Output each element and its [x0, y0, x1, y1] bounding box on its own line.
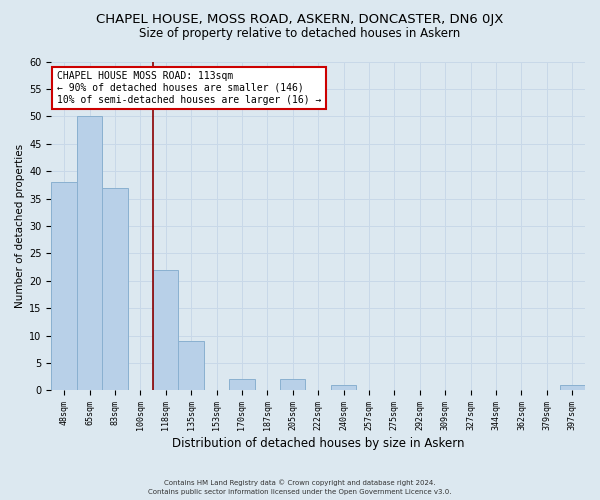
Text: Contains HM Land Registry data © Crown copyright and database right 2024.
Contai: Contains HM Land Registry data © Crown c…: [148, 480, 452, 495]
Bar: [153, 270, 178, 390]
Bar: [560, 385, 585, 390]
Text: CHAPEL HOUSE, MOSS ROAD, ASKERN, DONCASTER, DN6 0JX: CHAPEL HOUSE, MOSS ROAD, ASKERN, DONCAST…: [97, 12, 503, 26]
X-axis label: Distribution of detached houses by size in Askern: Distribution of detached houses by size …: [172, 437, 464, 450]
Text: Size of property relative to detached houses in Askern: Size of property relative to detached ho…: [139, 28, 461, 40]
Bar: [77, 116, 102, 390]
Bar: [52, 182, 77, 390]
Bar: [102, 188, 128, 390]
Text: CHAPEL HOUSE MOSS ROAD: 113sqm
← 90% of detached houses are smaller (146)
10% of: CHAPEL HOUSE MOSS ROAD: 113sqm ← 90% of …: [57, 72, 321, 104]
Bar: [331, 385, 356, 390]
Bar: [178, 341, 204, 390]
Bar: [229, 380, 254, 390]
Y-axis label: Number of detached properties: Number of detached properties: [15, 144, 25, 308]
Bar: [280, 380, 305, 390]
